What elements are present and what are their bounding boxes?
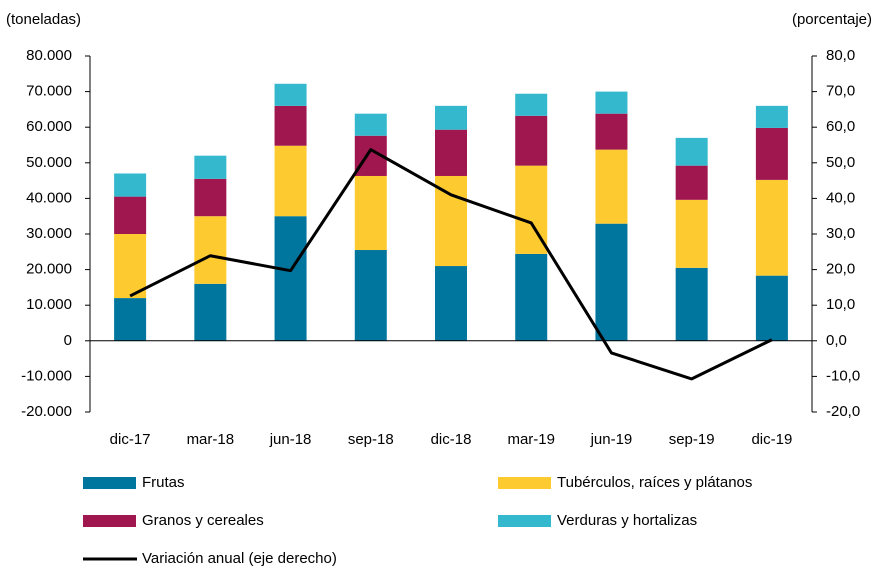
x-tick-label: jun-19 [590, 431, 633, 448]
bar [675, 267, 708, 341]
bar [435, 266, 467, 341]
bar [194, 155, 227, 179]
bar [194, 178, 227, 217]
bar [675, 199, 708, 268]
y-tick-label: 20.000 [26, 261, 72, 278]
bar [194, 216, 227, 284]
bar [595, 113, 628, 150]
legend-swatch [83, 477, 136, 489]
bar [515, 93, 548, 116]
y2-tick-label: 30,0 [826, 225, 855, 242]
y-tick-label: -10.000 [21, 367, 72, 384]
y-axis-label: (toneladas) [6, 11, 81, 28]
y-tick-label: 60.000 [26, 118, 72, 135]
y-tick-label: -20.000 [21, 403, 72, 420]
bar [515, 115, 548, 166]
y-tick-label: 50.000 [26, 154, 72, 171]
y-tick-label: 0 [64, 332, 72, 349]
y2-tick-label: 40,0 [826, 189, 855, 206]
legend-label: Variación anual (eje derecho) [142, 550, 337, 567]
x-tick-label: mar-19 [507, 431, 555, 448]
bar [435, 129, 467, 176]
x-tick-label: mar-18 [187, 431, 235, 448]
legend-label: Verduras y hortalizas [557, 512, 697, 529]
x-tick-label: dic-19 [751, 431, 792, 448]
y2-tick-label: -10,0 [826, 367, 860, 384]
y2-tick-label: 60,0 [826, 118, 855, 135]
bar [274, 145, 307, 217]
bar [114, 173, 147, 197]
y-tick-label: 70.000 [26, 83, 72, 100]
y2-tick-label: 10,0 [826, 296, 855, 313]
y-tick-label: 30.000 [26, 225, 72, 242]
bar [114, 196, 147, 234]
x-tick-label: jun-18 [269, 431, 312, 448]
legend-label: Granos y cereales [142, 512, 264, 529]
bar [675, 137, 708, 166]
bar [435, 175, 467, 267]
y-tick-label: 80.000 [26, 47, 72, 64]
bar [435, 105, 467, 130]
y-tick-label: 40.000 [26, 189, 72, 206]
y-tick-label: 10.000 [26, 296, 72, 313]
bar [675, 165, 708, 200]
bar [755, 179, 788, 276]
bar [354, 250, 387, 341]
legend-label: Tubérculos, raíces y plátanos [557, 474, 752, 491]
y2-tick-label: 0,0 [826, 332, 847, 349]
bar [515, 253, 548, 341]
legend-swatch [83, 515, 136, 527]
line [129, 148, 773, 381]
bar [354, 113, 387, 136]
bar [274, 83, 307, 106]
bar [114, 298, 147, 341]
y2-tick-label: -20,0 [826, 403, 860, 420]
bar [114, 234, 147, 299]
bar [755, 127, 788, 180]
legend-label: Frutas [142, 474, 185, 491]
bar [274, 216, 307, 341]
legend-swatch [498, 515, 551, 527]
y2-axis-label: (porcentaje) [792, 11, 872, 28]
x-tick-label: dic-18 [431, 431, 472, 448]
y2-tick-label: 70,0 [826, 83, 855, 100]
bar [194, 283, 227, 341]
bar [595, 149, 628, 224]
bar [595, 223, 628, 341]
bar [595, 91, 628, 114]
bar [354, 175, 387, 251]
x-tick-label: sep-18 [348, 431, 394, 448]
bar [274, 105, 307, 146]
bar [755, 275, 788, 341]
y2-tick-label: 50,0 [826, 154, 855, 171]
y2-tick-label: 80,0 [826, 47, 855, 64]
x-tick-label: sep-19 [669, 431, 715, 448]
legend-swatch [498, 477, 551, 489]
x-tick-label: dic-17 [110, 431, 151, 448]
y2-tick-label: 20,0 [826, 261, 855, 278]
bar [755, 105, 788, 128]
